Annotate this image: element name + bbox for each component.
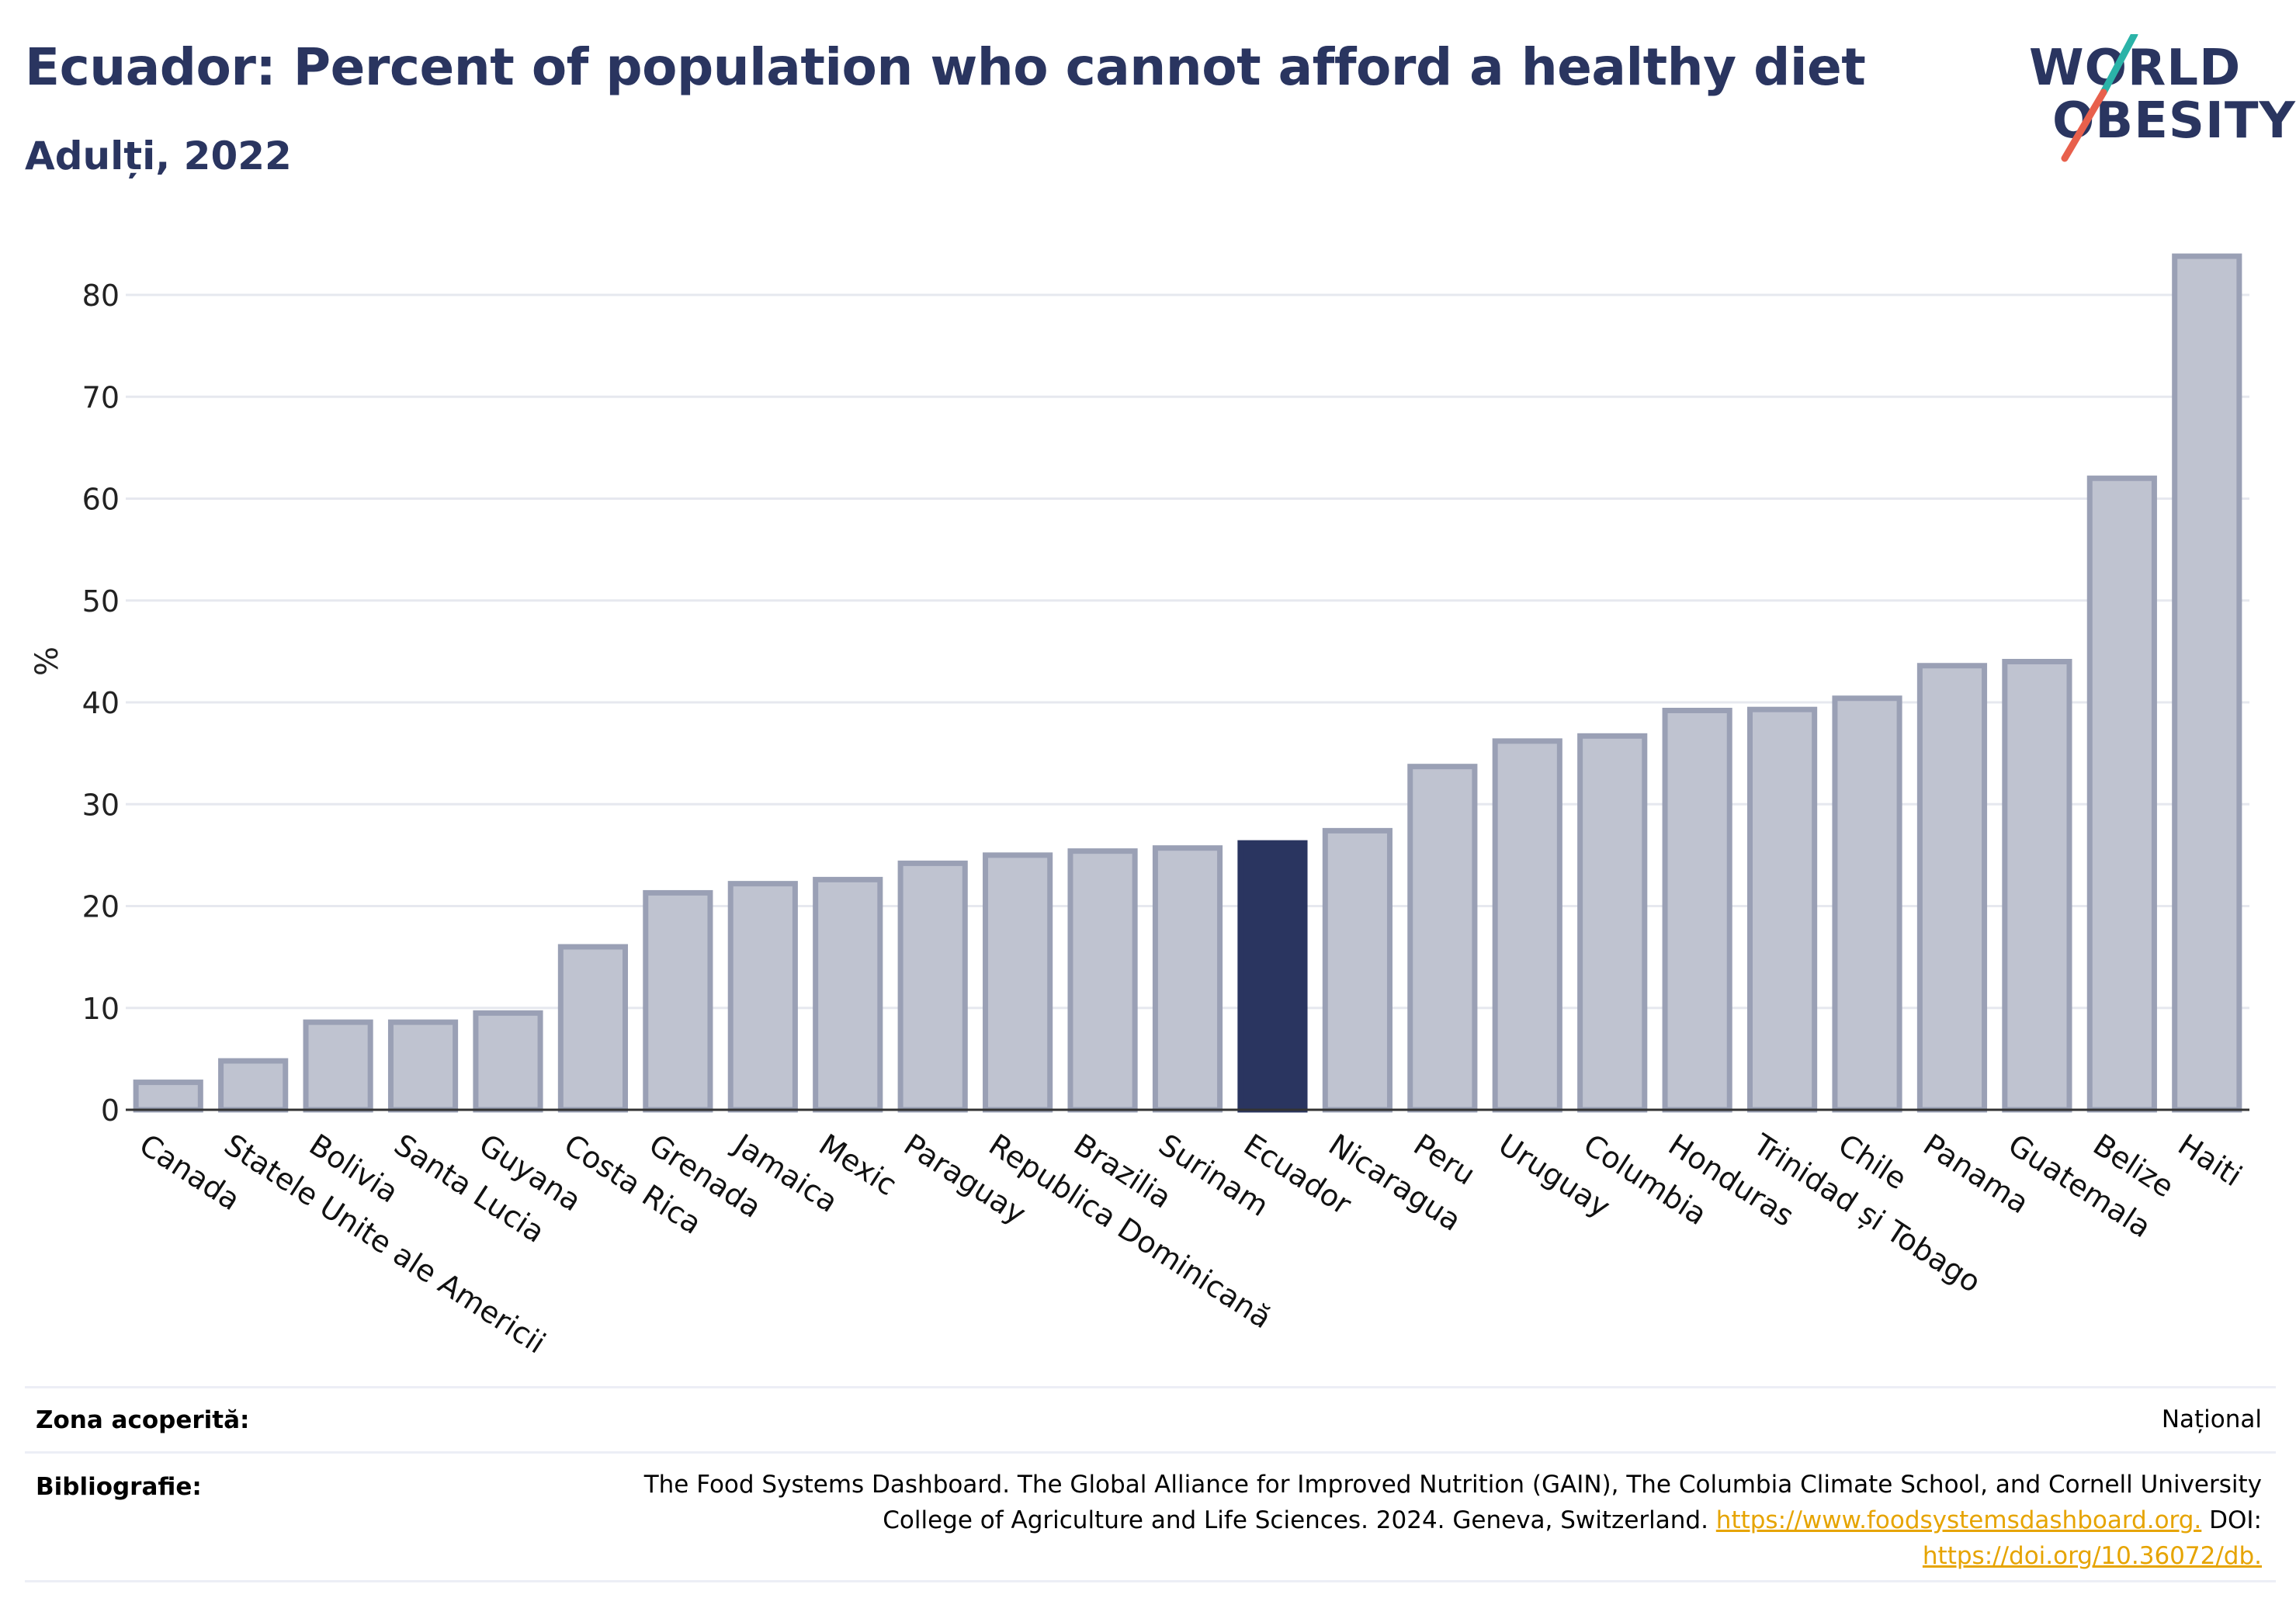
bar-honduras[interactable]: [1662, 708, 1732, 1113]
y-tick-label: 20: [82, 890, 120, 924]
bar-guatemala[interactable]: [2002, 659, 2072, 1113]
bar-bolivia[interactable]: [303, 1019, 373, 1113]
bar-santa-lucia[interactable]: [387, 1019, 459, 1113]
bars: [133, 253, 2242, 1113]
doi-label: DOI:: [2209, 1506, 2262, 1534]
bar-statele-unite-ale-americii[interactable]: [218, 1058, 289, 1113]
y-tick-label: 10: [82, 992, 120, 1026]
bar-peru[interactable]: [1407, 764, 1478, 1113]
bar-brazilia[interactable]: [1067, 848, 1138, 1113]
x-tick-label: Haiti: [2172, 1128, 2248, 1194]
y-tick-label: 80: [82, 279, 120, 313]
bar-columbia[interactable]: [1577, 733, 1648, 1113]
dashboard-link[interactable]: https://www.foodsystemsdashboard.org.: [1715, 1506, 2202, 1534]
footer-divider-bottom: [25, 1580, 2276, 1582]
bar-ecuador[interactable]: [1237, 840, 1308, 1113]
bar-costa-rica[interactable]: [557, 944, 629, 1113]
y-tick-label: 50: [82, 584, 120, 619]
bar-grenada[interactable]: [643, 889, 713, 1113]
bar-canada[interactable]: [133, 1080, 203, 1113]
bar-guyana[interactable]: [473, 1010, 543, 1113]
footer-divider-mid: [25, 1451, 2276, 1454]
doi-link[interactable]: https://doi.org/10.36072/db.: [1922, 1542, 2262, 1570]
footer-divider-top: [25, 1386, 2276, 1388]
y-axis-label: %: [29, 646, 65, 676]
bar-panama[interactable]: [1916, 663, 1988, 1113]
y-tick-label: 70: [82, 380, 120, 414]
bar-chile[interactable]: [1832, 695, 1902, 1113]
bibliography-text: The Food Systems Dashboard. The Global A…: [554, 1467, 2262, 1574]
bibliography-citation: The Food Systems Dashboard. The Global A…: [643, 1471, 2262, 1534]
coverage-value: Național: [2161, 1405, 2262, 1433]
logo-word-world: WORLD: [2029, 40, 2242, 97]
coverage-label: Zona acoperită:: [36, 1406, 250, 1434]
chart-subtitle: Adulți, 2022: [25, 133, 292, 178]
bibliography-label: Bibliografie:: [36, 1473, 202, 1501]
bar-republica-dominican-[interactable]: [983, 852, 1053, 1113]
bar-nicaragua[interactable]: [1322, 827, 1393, 1113]
bar-paraguay[interactable]: [897, 860, 968, 1113]
bar-uruguay[interactable]: [1492, 738, 1562, 1113]
y-tick-label: 30: [82, 788, 120, 822]
y-tick-label: 60: [82, 483, 120, 517]
bar-jamaica[interactable]: [727, 881, 798, 1113]
world-obesity-logo: WORLD OBESITY: [2018, 34, 2295, 166]
bar-belize[interactable]: [2086, 475, 2157, 1113]
bar-surinam[interactable]: [1152, 845, 1223, 1113]
y-tick-label: 40: [82, 686, 120, 720]
bar-mexic[interactable]: [813, 876, 883, 1113]
logo-slash-icon: [2061, 34, 2138, 162]
y-tick-label: 0: [101, 1093, 120, 1128]
bar-trinidad-i-tobago[interactable]: [1746, 706, 1818, 1113]
chart-title: Ecuador: Percent of population who canno…: [25, 37, 1866, 97]
bar-haiti[interactable]: [2172, 253, 2242, 1113]
